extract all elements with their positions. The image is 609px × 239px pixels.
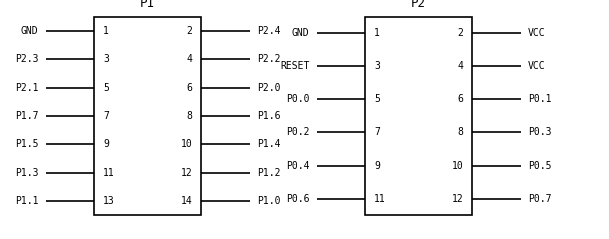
Text: P1.5: P1.5 [15, 139, 38, 149]
Text: P0.3: P0.3 [528, 127, 552, 137]
Text: P0.5: P0.5 [528, 161, 552, 170]
Text: P1.0: P1.0 [257, 196, 281, 206]
Text: P2.4: P2.4 [257, 26, 281, 36]
Bar [94, 17, 201, 215]
Text: P1: P1 [140, 0, 155, 10]
Text: 4: 4 [186, 54, 192, 64]
Text: P1.3: P1.3 [15, 168, 38, 178]
Text: 1: 1 [374, 28, 380, 38]
Text: 8: 8 [186, 111, 192, 121]
Text: P1.6: P1.6 [257, 111, 281, 121]
Text: P1.7: P1.7 [15, 111, 38, 121]
Text: P1.2: P1.2 [257, 168, 281, 178]
Bar [365, 17, 472, 215]
Text: P2.3: P2.3 [15, 54, 38, 64]
Text: 1: 1 [103, 26, 109, 36]
Text: P2.2: P2.2 [257, 54, 281, 64]
Text: P2: P2 [411, 0, 426, 10]
Text: 12: 12 [452, 194, 463, 204]
Text: 8: 8 [457, 127, 463, 137]
Text: 11: 11 [374, 194, 385, 204]
Text: 2: 2 [186, 26, 192, 36]
Text: P0.0: P0.0 [286, 94, 309, 104]
Text: VCC: VCC [528, 28, 546, 38]
Text: GND: GND [21, 26, 38, 36]
Text: GND: GND [292, 28, 309, 38]
Text: 10: 10 [181, 139, 192, 149]
Text: 7: 7 [374, 127, 380, 137]
Text: P2.0: P2.0 [257, 83, 281, 92]
Text: 11: 11 [103, 168, 114, 178]
Text: P1.4: P1.4 [257, 139, 281, 149]
Text: P0.7: P0.7 [528, 194, 552, 204]
Text: 3: 3 [374, 61, 380, 71]
Text: 3: 3 [103, 54, 109, 64]
Text: RESET: RESET [280, 61, 309, 71]
Text: 14: 14 [181, 196, 192, 206]
Text: P0.4: P0.4 [286, 161, 309, 170]
Text: 5: 5 [103, 83, 109, 92]
Text: 13: 13 [103, 196, 114, 206]
Text: 9: 9 [103, 139, 109, 149]
Text: P0.6: P0.6 [286, 194, 309, 204]
Text: 12: 12 [181, 168, 192, 178]
Text: 5: 5 [374, 94, 380, 104]
Text: P0.1: P0.1 [528, 94, 552, 104]
Text: 6: 6 [457, 94, 463, 104]
Text: 2: 2 [457, 28, 463, 38]
Text: P2.1: P2.1 [15, 83, 38, 92]
Text: VCC: VCC [528, 61, 546, 71]
Text: 7: 7 [103, 111, 109, 121]
Text: P0.2: P0.2 [286, 127, 309, 137]
Text: 9: 9 [374, 161, 380, 170]
Text: 4: 4 [457, 61, 463, 71]
Text: 10: 10 [452, 161, 463, 170]
Text: P1.1: P1.1 [15, 196, 38, 206]
Text: 6: 6 [186, 83, 192, 92]
